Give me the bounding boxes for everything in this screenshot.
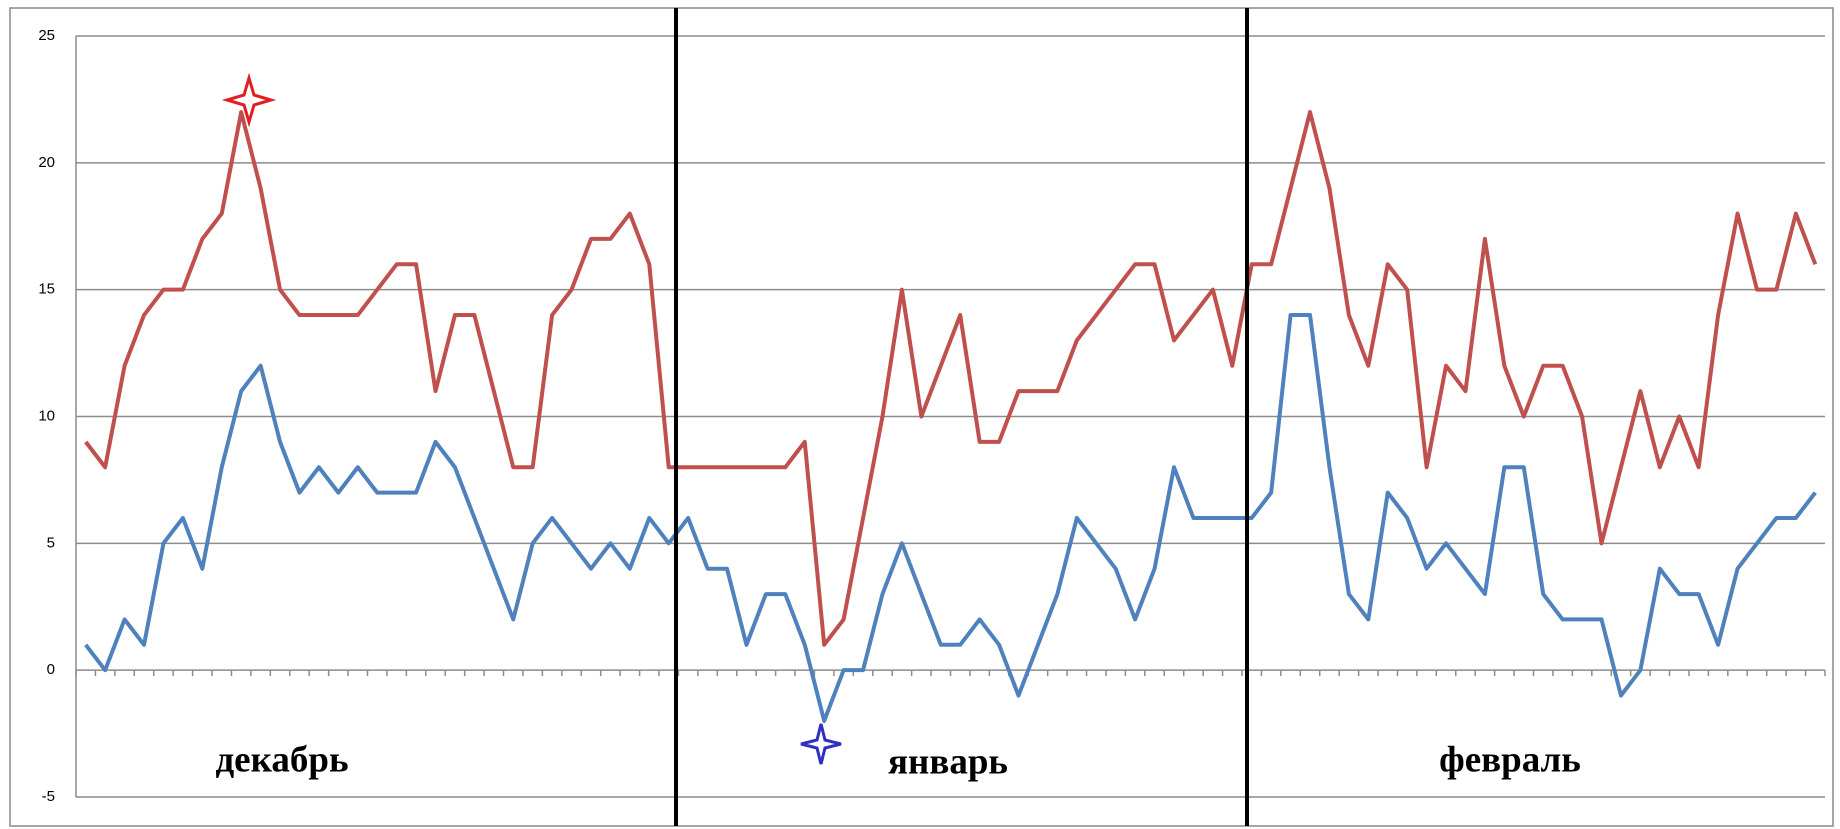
plot	[84, 110, 1818, 723]
grid: -5 0 5 10 15 20 25	[38, 27, 1826, 805]
series-line	[84, 110, 1818, 647]
y-tick-label: 10	[38, 407, 55, 424]
y-tick-label: -5	[42, 788, 55, 805]
series-line	[84, 313, 1817, 723]
min-marker	[800, 723, 842, 765]
max-marker	[221, 72, 277, 128]
y-tick-label: 25	[38, 27, 55, 44]
month-label: февраль	[1439, 739, 1581, 780]
month-label: декабрь	[215, 739, 348, 780]
y-tick-label: 20	[38, 154, 55, 171]
y-tick-label: 5	[47, 534, 55, 551]
y-tick-label: 15	[38, 281, 55, 298]
y-tick-label: 0	[47, 661, 55, 678]
month-label: январь	[888, 741, 1008, 782]
chart-frame	[9, 7, 1834, 827]
